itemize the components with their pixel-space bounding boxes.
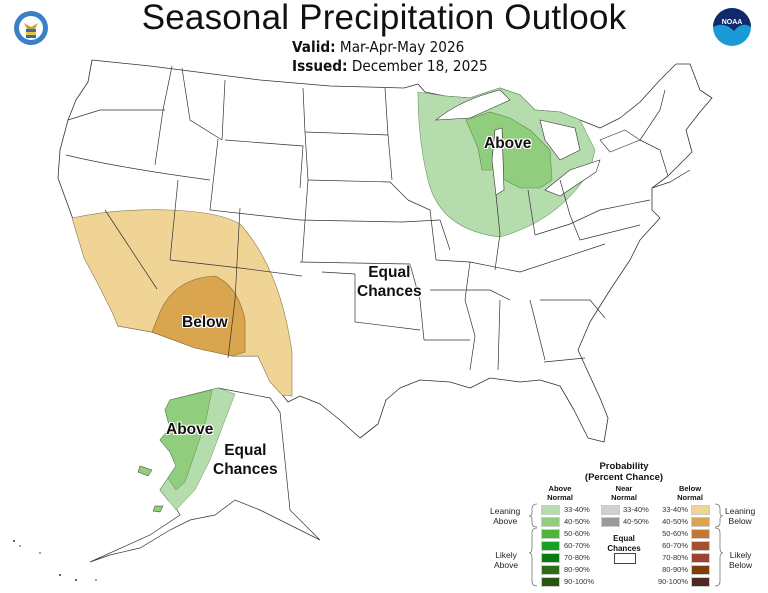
swatch-below-33-40 bbox=[691, 505, 710, 515]
swatch-above-70-80 bbox=[541, 553, 560, 563]
page-title: Seasonal Precipitation Outlook bbox=[141, 0, 627, 37]
legend-likely-below: Likely Below bbox=[729, 550, 753, 570]
issued-label: Issued: bbox=[292, 57, 348, 75]
legend-leaning-above: Leaning Above bbox=[490, 506, 521, 526]
legend-title: Probability (Percent Chance) bbox=[584, 461, 664, 483]
legend-equal-chances: Equal Chances bbox=[607, 534, 641, 553]
brace-right-icon bbox=[714, 503, 724, 587]
issued-value: December 18, 2025 bbox=[351, 57, 488, 75]
alaska-above-40-50-region bbox=[159, 389, 213, 491]
swatch-near-40-50 bbox=[601, 517, 620, 527]
legend-near-normal-head: Near Normal bbox=[611, 484, 637, 502]
legend-leaning-below: Leaning Below bbox=[725, 506, 756, 526]
swatch-above-33-40 bbox=[541, 505, 560, 515]
label-equal-chances-conus: Equal Chances bbox=[357, 264, 422, 300]
swatch-below-40-50 bbox=[691, 517, 710, 527]
legend-below-normal-head: Below Normal bbox=[677, 484, 703, 502]
brace-left-icon bbox=[528, 503, 538, 587]
state-boundaries bbox=[65, 65, 691, 371]
label-above-great-lakes: Above bbox=[484, 135, 532, 152]
swatch-above-40-50 bbox=[541, 517, 560, 527]
swatch-above-50-60 bbox=[541, 529, 560, 539]
swatch-below-50-60 bbox=[691, 529, 710, 539]
alaska bbox=[89, 387, 321, 563]
noaa-logo-icon: NOAA bbox=[713, 8, 751, 46]
swatch-above-80-90 bbox=[541, 565, 560, 575]
swatch-above-90-100 bbox=[541, 577, 560, 587]
label-above-alaska: Above bbox=[166, 421, 214, 438]
svg-text:NOAA: NOAA bbox=[722, 19, 743, 26]
swatch-below-60-70 bbox=[691, 541, 710, 551]
label-below-southwest: Below bbox=[182, 314, 228, 331]
below-40-50-region bbox=[151, 275, 246, 357]
probability-legend: Probability (Percent Chance) Above Norma… bbox=[480, 455, 768, 593]
great-lakes bbox=[435, 89, 641, 197]
above-40-50-region bbox=[465, 111, 553, 189]
swatch-near-33-40 bbox=[601, 505, 620, 515]
aleutian-islands bbox=[13, 540, 97, 581]
valid-value: Mar-Apr-May 2026 bbox=[339, 38, 465, 56]
swatch-above-60-70 bbox=[541, 541, 560, 551]
valid-period: Valid: Mar-Apr-May 2026 bbox=[292, 38, 464, 56]
legend-likely-above: Likely Above bbox=[494, 550, 519, 570]
doc-seal-icon bbox=[14, 11, 48, 45]
swatch-below-70-80 bbox=[691, 553, 710, 563]
swatch-below-90-100 bbox=[691, 577, 710, 587]
swatch-equal-chances bbox=[614, 553, 636, 564]
valid-label: Valid: bbox=[292, 38, 336, 56]
label-equal-chances-alaska: Equal Chances bbox=[213, 442, 278, 478]
swatch-below-80-90 bbox=[691, 565, 710, 575]
legend-above-normal-head: Above Normal bbox=[547, 484, 573, 502]
issued-date: Issued: December 18, 2025 bbox=[292, 57, 488, 75]
